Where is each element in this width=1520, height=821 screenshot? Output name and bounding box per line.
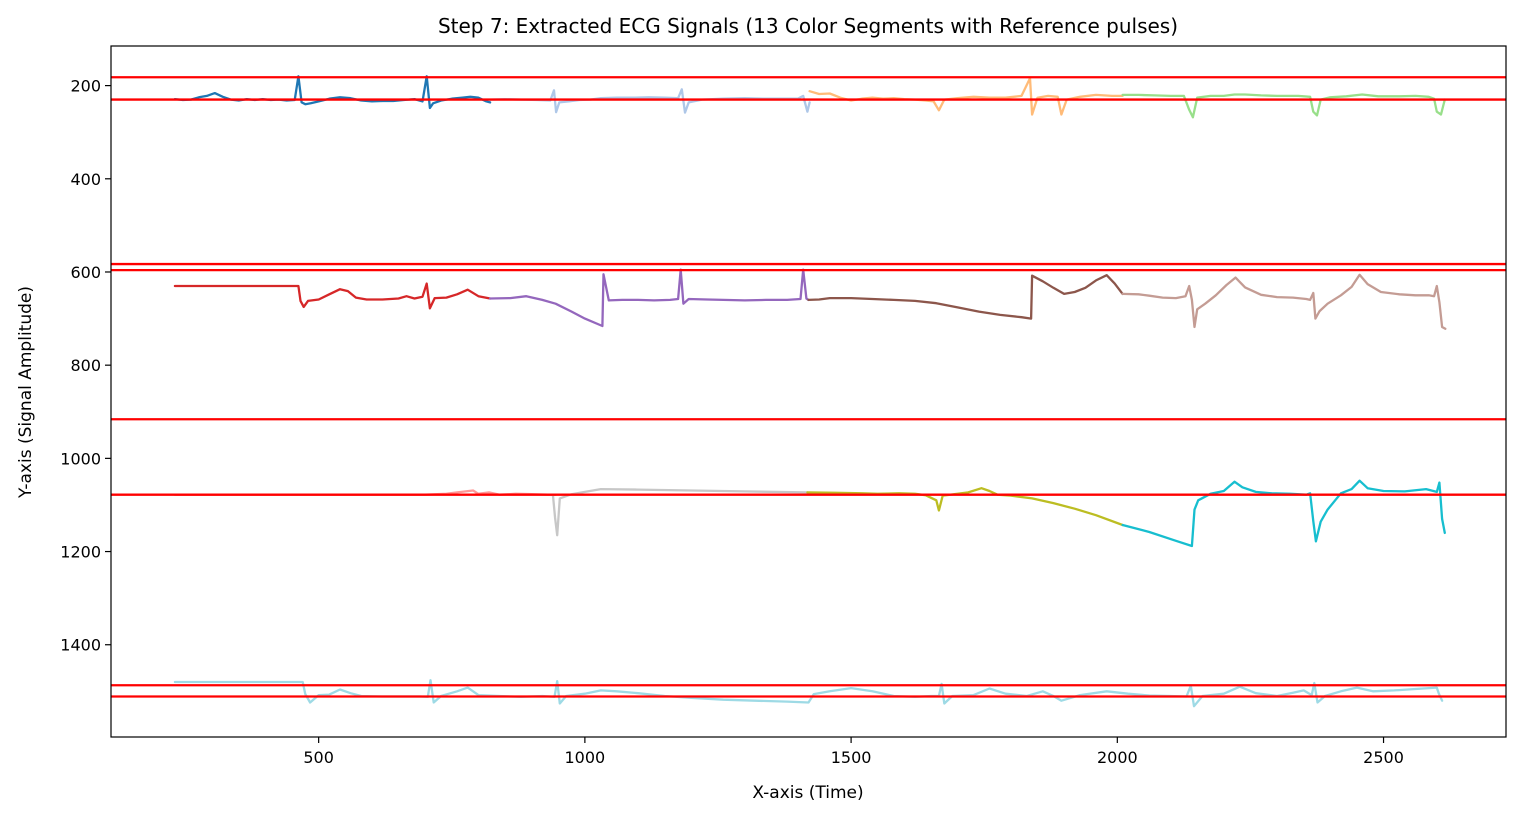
- ecg-segment-5: [173, 282, 492, 310]
- ecg-segment-10: [551, 487, 809, 537]
- y-axis-label: Y-axis (Signal Amplitude): [16, 286, 36, 499]
- y-tick-label: 1200: [60, 543, 101, 562]
- x-tick-label: 2000: [1097, 748, 1138, 767]
- x-tick-label: 1500: [831, 748, 872, 767]
- y-tick-label: 1000: [60, 449, 101, 468]
- y-tick-label: 200: [70, 77, 101, 96]
- axes-layer: 500 1000 1500 2000 2500 200 400 600 800 1000 1200 1…: [60, 45, 1507, 767]
- ecg-segment-1: [173, 75, 492, 110]
- y-tick-label: 400: [70, 170, 101, 189]
- chart-title: Step 7: Extracted ECG Signals (13 Color …: [438, 14, 1178, 38]
- x-tick-label: 500: [303, 748, 334, 767]
- plot-content: [111, 75, 1506, 708]
- x-axis-label: X-axis (Time): [752, 783, 863, 803]
- y-tick-label: 1400: [60, 636, 101, 655]
- ecg-segment-8: [1121, 273, 1447, 330]
- ecg-segment-3: [808, 77, 1124, 116]
- x-tick-label: 2500: [1363, 748, 1404, 767]
- y-tick-label: 600: [70, 263, 101, 282]
- ecg-segment-7: [807, 274, 1124, 320]
- x-tick-label: 1000: [565, 748, 606, 767]
- ecg-segment-13: [173, 679, 1444, 708]
- ecg-segment-6: [488, 268, 810, 328]
- ecg-segment-12: [1121, 479, 1446, 548]
- ecg-segment-2: [488, 88, 811, 114]
- plot-frame: [110, 45, 1507, 738]
- y-tick-label: 800: [70, 356, 101, 375]
- ecg-segment-4: [1121, 93, 1446, 119]
